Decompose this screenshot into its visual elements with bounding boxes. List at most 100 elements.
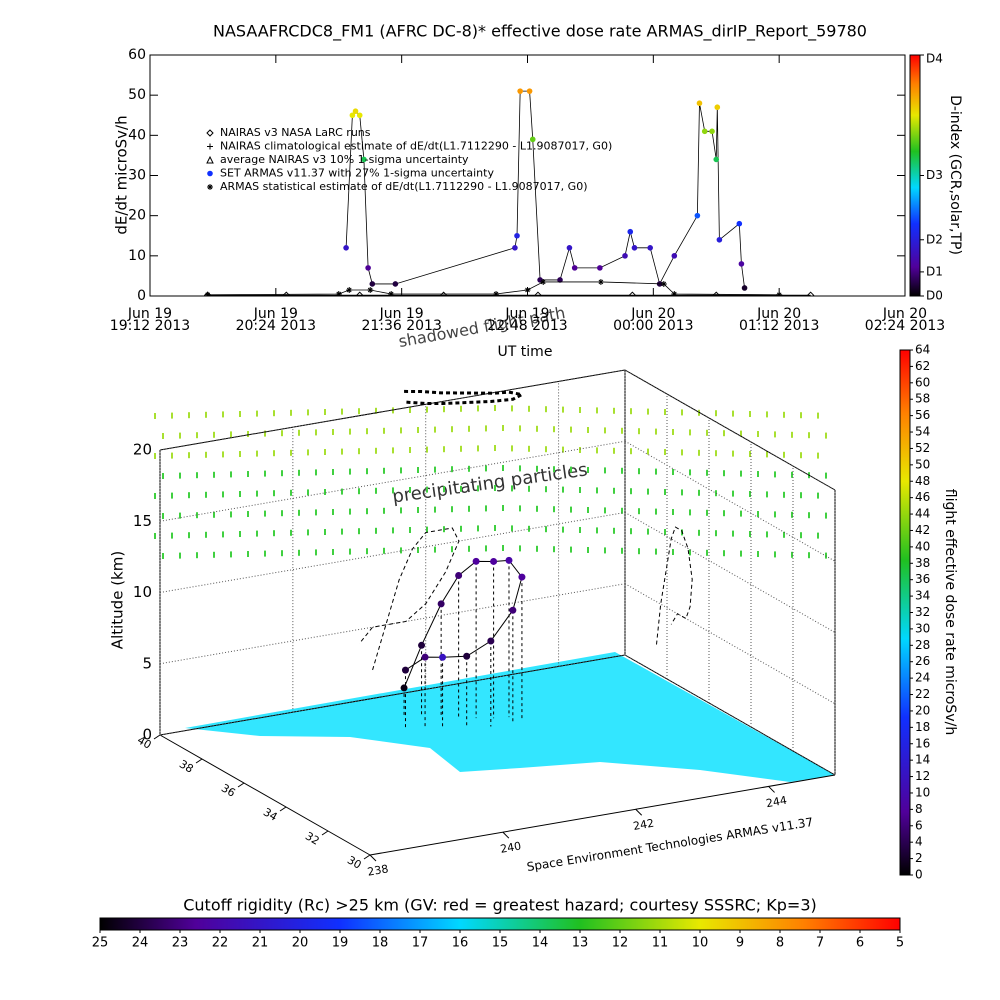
annotation: precipitating particles (391, 459, 589, 507)
flight-point (437, 600, 445, 608)
colorbar-tick-label: 6 (856, 936, 864, 951)
y-tick (321, 830, 329, 836)
colorbar-tick-label: 12 (915, 769, 930, 783)
colorbar-tick-label: 0 (915, 868, 923, 882)
x-tick (768, 786, 775, 793)
marker (627, 228, 634, 235)
colorbar-tick-label: 8 (776, 936, 784, 951)
colorbar-tick-label: 10 (692, 936, 709, 951)
marker (597, 278, 604, 285)
terrain-cutoff-rigidity (185, 652, 835, 782)
y-tick-label: 38 (177, 757, 196, 775)
marker (349, 112, 356, 119)
legend-marker (207, 143, 213, 150)
marker (709, 128, 715, 135)
marker (631, 245, 638, 251)
colorbar-tick-label: 28 (915, 638, 930, 652)
y-tick-label: 32 (303, 829, 322, 847)
y-tick-label: 50 (128, 87, 146, 103)
colorbar-tick-label: 25 (92, 936, 109, 951)
grid-line (159, 654, 626, 736)
marker (736, 220, 743, 227)
colorbar-tick-label: 20 (292, 936, 309, 951)
marker (671, 290, 678, 296)
x-tick-label: Jun 20 00:00 2013 (613, 306, 694, 334)
y-tick-label: 20 (128, 208, 146, 224)
colorbar-tick-label: D4 (926, 52, 943, 66)
colorbar-tick-label: 50 (915, 457, 930, 471)
marker (204, 291, 211, 296)
y-tick-label: 0 (137, 288, 146, 304)
marker (537, 277, 543, 283)
x-tick (502, 831, 510, 839)
x-tick-label: 244 (765, 794, 788, 810)
x-axis-label: UT time (498, 344, 553, 360)
marker (388, 290, 395, 296)
colorbar-tick-label: 14 (532, 936, 549, 951)
marker (526, 88, 533, 94)
marker (517, 88, 523, 94)
wall-projection (656, 526, 693, 645)
colorbar-tick-label: 26 (915, 654, 930, 668)
marker (203, 291, 212, 296)
x-tick-label: Jun 19 21:36 2013 (361, 306, 442, 334)
colorbar-tick-label: 60 (915, 375, 930, 389)
y-tick-label: 10 (128, 248, 146, 264)
y-tick-label: 30 (345, 853, 364, 871)
grid-line (159, 583, 626, 665)
flight-point (518, 573, 526, 581)
colorbar-title: D-index (GCR,solar,TP) (947, 95, 963, 255)
legend-marker (206, 129, 214, 137)
colorbar-tick-label: 15 (492, 936, 509, 951)
x-tick (635, 808, 643, 816)
flight-point (509, 606, 517, 614)
marker (367, 286, 374, 293)
marker (534, 291, 542, 296)
colorbar-tick-label: 4 (915, 835, 923, 849)
colorbar-tick-label: 36 (915, 572, 930, 586)
flight-point (418, 641, 426, 649)
legend-label: NAIRAS v3 NASA LaRC runs (220, 126, 371, 139)
colorbar-tick-label: D3 (926, 168, 943, 182)
flight-point (400, 684, 408, 692)
marker (557, 277, 563, 283)
wall-projection (358, 527, 460, 671)
chart-title: NASAAFRCDC8_FM1 (AFRC DC-8)* effective d… (213, 22, 867, 42)
marker (343, 245, 349, 251)
box-edge (159, 734, 371, 856)
marker (571, 265, 578, 271)
marker (671, 253, 678, 259)
flight-path (403, 559, 523, 689)
colorbar-tick-label: 16 (452, 936, 469, 951)
legend-label: SET ARMAS v11.37 with 27% 1-sigma uncert… (220, 167, 494, 180)
colorbar-tick-label: 18 (372, 936, 389, 951)
flight-point (472, 557, 480, 565)
colorbar-tick-label: 44 (915, 507, 930, 521)
colorbar (99, 917, 901, 931)
flight-point (421, 653, 429, 661)
grid-line (159, 440, 626, 522)
colorbar-tick-label: 9 (736, 936, 744, 951)
marker (566, 245, 573, 251)
colorbar-tick-label: 10 (915, 785, 930, 799)
colorbar-tick-label: 23 (172, 936, 189, 951)
marker (392, 281, 399, 287)
colorbar-tick-label: 8 (915, 802, 923, 816)
colorbar-tick-label: D1 (926, 264, 943, 278)
x-tick-label: Jun 20 01:12 2013 (738, 306, 820, 334)
marker (806, 291, 815, 296)
flight-point (490, 557, 498, 565)
colorbar-tick-label: 24 (132, 936, 149, 951)
colorbar-tick-label: 46 (915, 490, 930, 504)
y-axis-label: dE/dt microSv/h (113, 115, 131, 234)
colorbar-tick-label: 58 (915, 392, 930, 406)
colorbar-tick-label: 11 (652, 936, 669, 951)
colorbar (909, 54, 921, 297)
marker (716, 236, 723, 243)
colorbar-tick-label: 30 (915, 621, 930, 635)
colorbar-tick-label: 14 (915, 753, 930, 767)
colorbar-tick-label: 16 (915, 736, 930, 750)
y-tick-label: 60 (128, 47, 146, 63)
colorbar-tick-label: 54 (915, 425, 930, 439)
